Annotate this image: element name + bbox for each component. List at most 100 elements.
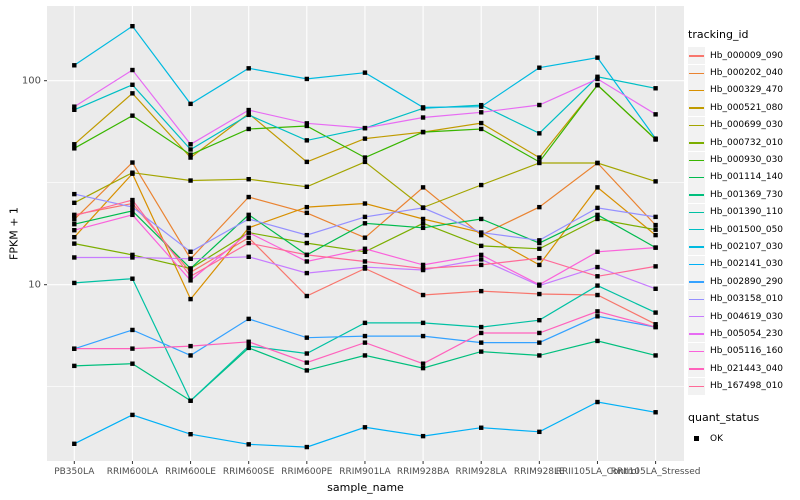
data-point-Hb_001390_110 <box>595 283 600 288</box>
legend-key-swatch <box>688 342 705 360</box>
data-point-Hb_002141_030 <box>653 410 658 415</box>
data-point-Hb_000202_040 <box>130 160 135 165</box>
data-point-Hb_005054_230 <box>72 104 77 109</box>
legend-item-label: Hb_002107_030 <box>710 241 784 252</box>
legend-item-Hb_000202_040: Hb_000202_040 <box>688 64 800 82</box>
legend-item-Hb_002890_290: Hb_002890_290 <box>688 273 800 291</box>
legend-key-swatch <box>688 238 705 256</box>
legend-key-line <box>689 263 704 266</box>
data-point-Hb_005054_230 <box>362 125 368 131</box>
legend-item-label: Hb_001390_110 <box>710 207 784 218</box>
data-point-Hb_005054_230 <box>188 142 193 147</box>
data-point-Hb_003158_010 <box>479 230 484 235</box>
data-point-Hb_000732_010 <box>362 249 368 254</box>
legend-item-Hb_002107_030: Hb_002107_030 <box>688 238 800 256</box>
legend-item-Hb_001500_050: Hb_001500_050 <box>688 221 800 239</box>
data-point-Hb_001369_730 <box>537 353 542 358</box>
legend-item-label: Hb_021443_040 <box>710 363 784 374</box>
data-point-Hb_004619_030 <box>595 264 600 270</box>
data-point-Hb_000732_010 <box>479 243 484 249</box>
x-tick-label: RRIM928LA <box>455 467 507 477</box>
legend-item-label: Hb_002141_030 <box>710 259 784 270</box>
data-point-Hb_002107_030 <box>72 63 77 68</box>
legend-key-swatch <box>688 325 705 343</box>
legend: tracking_id Hb_000009_090 Hb_000202_040 Hb… <box>688 28 800 447</box>
legend-key-line <box>689 124 704 127</box>
legend-item-label: Hb_000699_030 <box>710 120 784 131</box>
legend-key-line <box>689 55 704 57</box>
legend-key-swatch <box>688 203 705 221</box>
data-point-Hb_002107_030 <box>304 76 310 82</box>
legend-item-label: Hb_000202_040 <box>710 68 784 79</box>
legend-key-line <box>689 333 704 335</box>
data-point-Hb_000930_030 <box>130 113 135 118</box>
y-tick-label: 100 <box>22 76 41 87</box>
data-point-Hb_000930_030 <box>537 159 542 165</box>
data-point-Hb_000202_040 <box>653 222 658 228</box>
legend-key-line <box>689 159 704 161</box>
data-point-Hb_002890_290 <box>246 316 251 322</box>
data-point-Hb_001114_140 <box>362 221 368 226</box>
data-point-Hb_001369_730 <box>304 368 310 373</box>
data-point-Hb_003158_010 <box>72 191 77 197</box>
data-point-Hb_004619_030 <box>479 257 484 262</box>
legend-key-swatch <box>688 81 705 99</box>
data-point-Hb_002141_030 <box>479 425 484 430</box>
data-point-Hb_001390_110 <box>537 317 542 323</box>
data-point-Hb_002141_030 <box>72 441 77 446</box>
data-point-Hb_000009_090 <box>420 292 426 298</box>
data-point-Hb_000732_010 <box>130 252 135 258</box>
legend-title-quant-status: quant_status <box>688 410 760 424</box>
data-point-Hb_167498_010 <box>595 274 600 279</box>
data-point-Hb_001369_730 <box>362 353 368 358</box>
data-point-Hb_000329_470 <box>188 296 193 302</box>
legend-key-line <box>689 211 704 214</box>
data-point-Hb_003158_010 <box>595 205 600 211</box>
data-point-Hb_000009_090 <box>595 292 600 298</box>
data-point-Hb_000699_030 <box>72 200 77 206</box>
data-point-Hb_005116_160 <box>537 282 542 287</box>
data-point-Hb_001114_140 <box>420 225 426 231</box>
data-point-Hb_005054_230 <box>420 115 426 120</box>
legend-key-swatch <box>688 168 705 186</box>
data-point-Hb_000202_040 <box>420 185 426 190</box>
data-point-Hb_003158_010 <box>420 205 426 211</box>
x-tick-label: RRII105LA_Stressed <box>611 467 701 477</box>
legend-key-line <box>689 350 704 353</box>
legend-key-swatch <box>688 47 705 65</box>
data-point-Hb_167498_010 <box>304 252 310 258</box>
data-point-Hb_000521_080 <box>130 91 135 96</box>
data-point-Hb_000009_090 <box>537 291 542 297</box>
data-point-Hb_002141_030 <box>130 412 135 418</box>
legend-item-Hb_005054_230: Hb_005054_230 <box>688 325 800 343</box>
data-point-Hb_001390_110 <box>653 310 658 315</box>
x-tick-label: RRIM928BA <box>397 467 450 477</box>
data-point-Hb_002141_030 <box>420 433 426 439</box>
data-point-Hb_000699_030 <box>653 179 658 184</box>
legend-quant-status: quant_status OK <box>688 411 800 447</box>
x-tick-label: PB350LA <box>54 467 95 477</box>
data-point-Hb_002141_030 <box>537 429 542 435</box>
data-point-Hb_000009_090 <box>653 322 658 327</box>
data-point-Hb_002890_290 <box>420 333 426 339</box>
legend-title-tracking-id: tracking_id <box>688 28 749 41</box>
data-point-Hb_021443_040 <box>653 324 658 330</box>
data-point-Hb_005116_160 <box>130 212 135 218</box>
data-point-Hb_021443_040 <box>188 343 193 349</box>
data-point-Hb_000930_030 <box>246 126 251 132</box>
data-point-Hb_002890_290 <box>130 327 135 333</box>
data-point-Hb_005054_230 <box>595 76 600 82</box>
data-point-Hb_002141_030 <box>362 425 368 430</box>
data-point-Hb_000930_030 <box>362 155 368 160</box>
x-tick-label: RRIM600LA <box>107 467 159 477</box>
x-tick-label: RRIM600LE <box>165 467 216 477</box>
data-point-Hb_000009_090 <box>304 293 310 299</box>
data-point-Hb_001369_730 <box>595 338 600 344</box>
data-point-Hb_003158_010 <box>362 214 368 220</box>
data-point-Hb_000521_080 <box>72 142 77 147</box>
legend-item-label: Hb_001114_140 <box>710 172 784 183</box>
legend-key-line <box>689 72 704 74</box>
data-point-Hb_001390_110 <box>130 276 135 281</box>
data-point-Hb_002107_030 <box>479 104 484 109</box>
